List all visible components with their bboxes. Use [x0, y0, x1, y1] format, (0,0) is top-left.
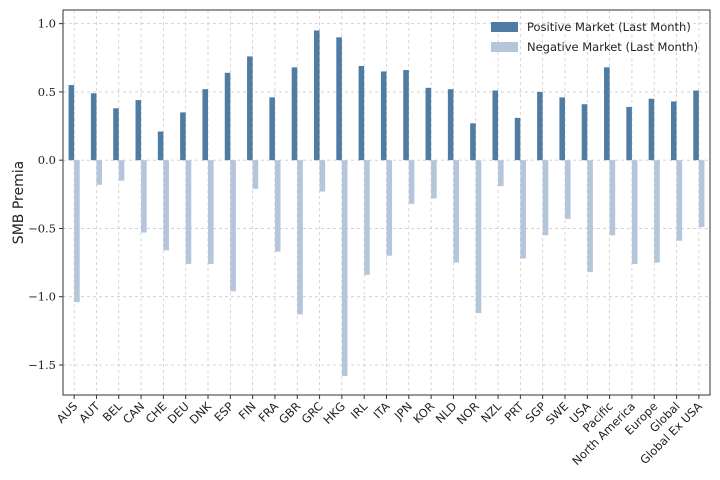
bar-negative-market	[498, 160, 504, 187]
y-tick-label: 0.0	[38, 153, 56, 167]
bar-negative-market	[364, 160, 370, 275]
y-tick-label: −1.5	[28, 358, 56, 372]
bar-positive-market	[113, 108, 119, 161]
y-axis-label: SMB Premia	[11, 161, 27, 244]
bar-negative-market	[408, 160, 415, 204]
x-tick-label: NOR	[454, 399, 482, 427]
bar-positive-market	[693, 90, 699, 161]
bar-positive-market	[514, 117, 521, 161]
bar-positive-market	[670, 101, 677, 161]
bar-negative-market	[74, 160, 80, 303]
bar-negative-market	[274, 160, 281, 252]
bar-negative-market	[431, 160, 437, 199]
x-tick-label: ESP	[211, 399, 236, 424]
bar-positive-market	[336, 37, 342, 161]
legend-swatch-negative	[491, 42, 518, 52]
legend-label-negative: Negative Market (Last Month)	[527, 40, 698, 54]
bar-positive-market	[492, 90, 499, 161]
bar-negative-market	[475, 160, 482, 314]
x-tick-label: NZL	[478, 399, 505, 426]
bar-negative-market	[453, 160, 460, 263]
x-tick-label: FRA	[256, 399, 282, 425]
bar-negative-market	[319, 160, 326, 192]
x-tick-label: ITA	[370, 399, 392, 421]
x-tick-label: CAN	[120, 399, 147, 426]
y-tick-labels: 1.0 0.5 0.0 −0.5 −1.0 −1.5	[28, 17, 63, 372]
bar-positive-market	[581, 104, 588, 161]
bar-positive-market	[157, 131, 164, 161]
bar-negative-market	[386, 160, 393, 256]
legend-label-positive: Positive Market (Last Month)	[527, 20, 691, 34]
bar-positive-market	[247, 56, 253, 161]
x-tick-label: DNK	[187, 399, 215, 427]
bar-negative-market	[208, 160, 214, 264]
bar-positive-market	[269, 97, 275, 161]
bar-negative-market	[698, 160, 705, 228]
bar-positive-market	[202, 89, 209, 161]
bar-positive-market	[403, 70, 409, 161]
x-tick-label: DEU	[165, 399, 192, 426]
bar-positive-market	[180, 112, 186, 161]
bar-negative-market	[185, 160, 192, 264]
legend: Positive Market (Last Month) Negative Ma…	[491, 20, 698, 54]
y-tick-label: 1.0	[38, 17, 56, 31]
x-tick-label: HKG	[320, 399, 348, 427]
bar-positive-market	[90, 93, 97, 161]
bar-positive-market	[291, 67, 298, 161]
x-tick-label: NLD	[433, 399, 460, 426]
y-tick-label: 0.5	[38, 85, 56, 99]
bar-positive-market	[604, 67, 610, 161]
bar-positive-market	[648, 98, 655, 161]
bar-positive-market	[224, 72, 231, 161]
bar-positive-market	[380, 71, 387, 161]
x-tick-label: SGP	[523, 399, 549, 425]
x-tick-label: CHE	[143, 399, 170, 426]
bar-negative-market	[564, 160, 571, 219]
bar-positive-market	[470, 123, 476, 161]
x-tick-label: AUT	[76, 399, 103, 426]
bar-positive-market	[68, 85, 75, 161]
x-tick-label: BEL	[100, 399, 126, 425]
bar-negative-market	[676, 160, 683, 241]
bar-negative-market	[631, 160, 638, 264]
bar-positive-market	[447, 89, 454, 161]
bar-positive-market	[626, 106, 632, 161]
bar-positive-market	[313, 30, 320, 161]
x-tick-label: FIN	[236, 399, 259, 422]
bar-negative-market	[96, 160, 103, 185]
bar-positive-market	[559, 97, 565, 161]
bar-positive-market	[537, 91, 543, 161]
bar-positive-market	[358, 65, 365, 161]
bar-negative-market	[341, 160, 348, 376]
bar-negative-market	[587, 160, 593, 273]
legend-swatch-positive	[491, 22, 518, 32]
bar-negative-market	[230, 160, 236, 292]
x-tick-label: PRT	[502, 399, 528, 425]
bar-negative-market	[520, 160, 526, 259]
bars	[68, 30, 705, 376]
bar-positive-market	[135, 100, 142, 161]
bar-negative-market	[654, 160, 660, 263]
x-tick-label: KOR	[410, 399, 437, 426]
x-tick-label: AUS	[54, 399, 81, 426]
bar-negative-market	[141, 160, 147, 233]
bar-negative-market	[163, 160, 169, 251]
bar-negative-market	[542, 160, 549, 236]
bar-positive-market	[425, 87, 432, 161]
bar-negative-market	[609, 160, 616, 236]
y-tick-label: −0.5	[28, 221, 56, 235]
y-tick-label: −1.0	[28, 290, 56, 304]
x-tick-label: SWE	[543, 399, 571, 427]
bar-negative-market	[297, 160, 303, 315]
x-tick-label: GRC	[299, 399, 326, 426]
x-tick-label: JPN	[391, 399, 415, 423]
x-tick-label: GBR	[276, 399, 303, 426]
bar-negative-market	[118, 160, 125, 181]
x-tick-label: IRL	[348, 399, 371, 422]
bar-negative-market	[252, 160, 259, 189]
